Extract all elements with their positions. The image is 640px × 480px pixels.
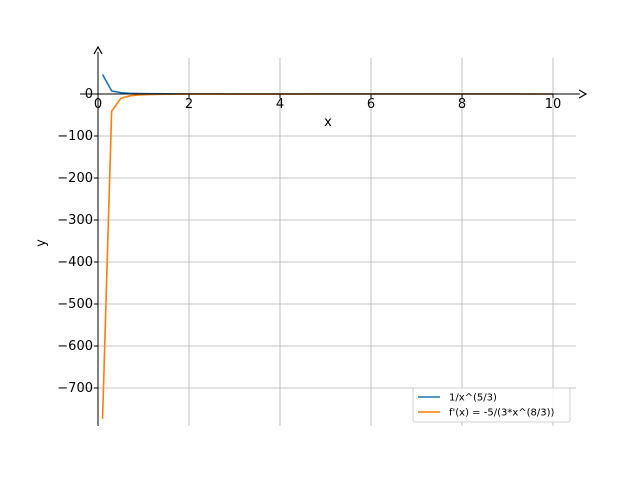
y-tick-label: 0 xyxy=(85,87,93,102)
y-tick-label: −100 xyxy=(57,129,93,144)
x-tick-label: 10 xyxy=(545,97,562,112)
series-line-2 xyxy=(101,93,553,419)
legend-box xyxy=(412,387,571,423)
x-tick-label: 4 xyxy=(276,97,284,112)
axes xyxy=(80,45,588,426)
x-tick-label: 8 xyxy=(458,97,466,112)
y-axis-label: y xyxy=(34,239,49,247)
x-tick-label: 2 xyxy=(185,97,193,112)
x-axis-label: x xyxy=(324,115,332,130)
legend-label-2: f'(x) = -5/(3*x^(8/3)) xyxy=(449,408,555,419)
x-tick-label: 6 xyxy=(367,97,375,112)
y-tick-label: −500 xyxy=(57,297,93,312)
series-line-1 xyxy=(101,74,554,95)
y-tick-label: −700 xyxy=(57,381,93,396)
legend: 1/x^(5/3) f'(x) = -5/(3*x^(8/3)) xyxy=(412,387,571,423)
x-tick-label: 0 xyxy=(94,97,102,112)
tick-labels: 0 2 4 6 8 10 0 −100 −200 −300 −400 −500 −600 −700 xyxy=(57,87,561,396)
grid xyxy=(80,58,576,426)
y-axis-arrow xyxy=(93,45,103,55)
y-tick-label: −200 xyxy=(57,171,93,186)
y-tick-label: −300 xyxy=(57,213,93,228)
legend-label-1: 1/x^(5/3) xyxy=(449,393,497,404)
x-axis-arrow xyxy=(578,89,588,99)
y-tick-label: −400 xyxy=(57,255,93,270)
y-tick-label: −600 xyxy=(57,339,93,354)
